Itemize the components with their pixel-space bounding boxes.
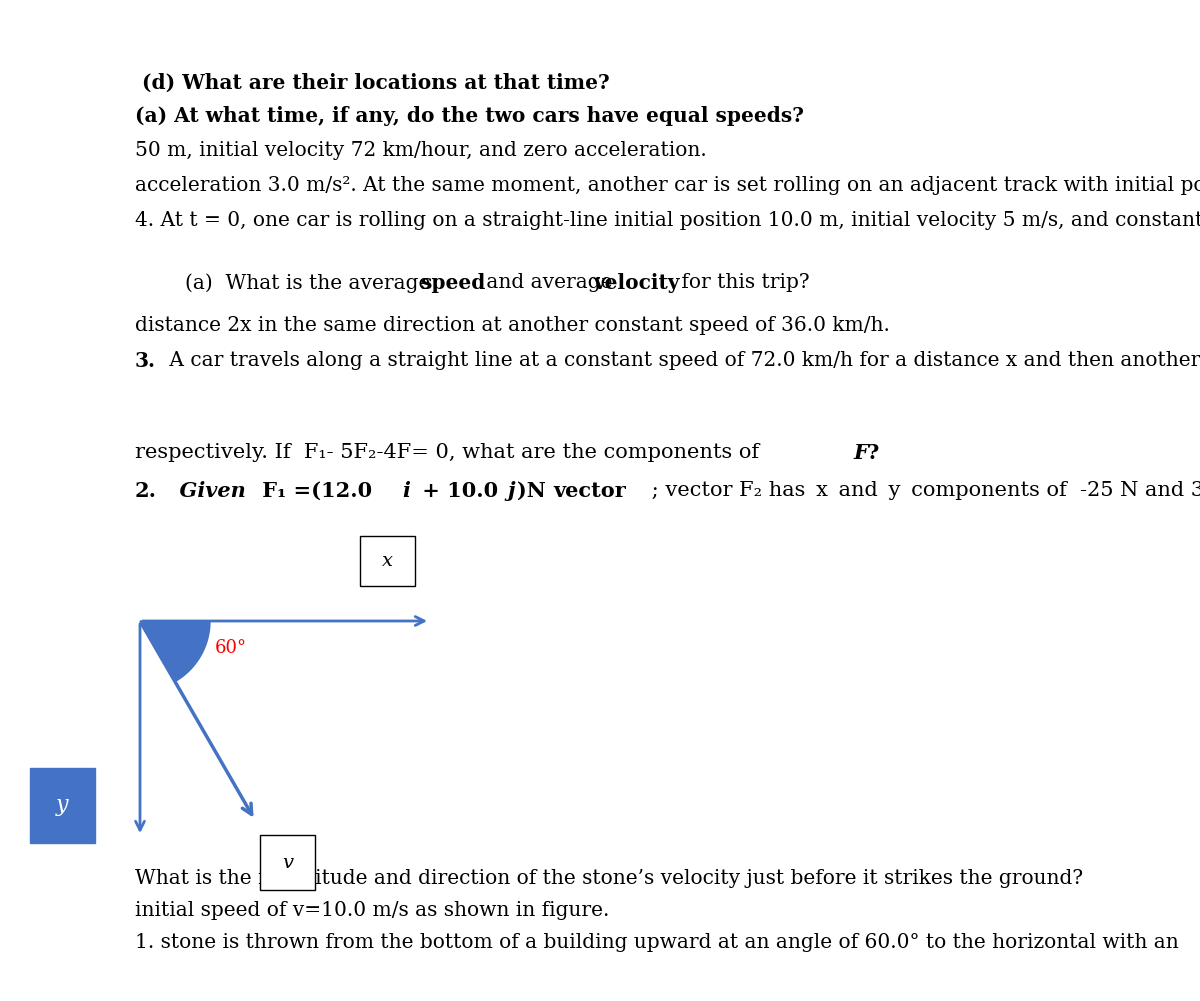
FancyBboxPatch shape (260, 835, 314, 890)
Text: ?: ? (866, 443, 880, 463)
Text: 2.: 2. (134, 481, 157, 500)
Text: respectively. If  F₁- 5F₂-4F= 0, what are the components of: respectively. If F₁- 5F₂-4F= 0, what are… (134, 443, 766, 462)
Text: initial speed of v=10.0 m/s as shown in figure.: initial speed of v=10.0 m/s as shown in … (134, 901, 610, 920)
Text: (a) At what time, if any, do the two cars have equal speeds?: (a) At what time, if any, do the two car… (134, 106, 804, 126)
Text: 50 m, initial velocity 72 km/hour, and zero acceleration.: 50 m, initial velocity 72 km/hour, and z… (134, 141, 707, 160)
Text: A car travels along a straight line at a constant speed of 72.0 km/h for a dista: A car travels along a straight line at a… (163, 351, 1200, 370)
Text: acceleration 3.0 m/s². At the same moment, another car is set rolling on an adja: acceleration 3.0 m/s². At the same momen… (134, 176, 1200, 195)
FancyBboxPatch shape (30, 768, 95, 843)
Text: x: x (382, 552, 394, 570)
Text: for this trip?: for this trip? (674, 273, 810, 292)
Text: 60°: 60° (215, 639, 247, 657)
Text: y: y (56, 795, 68, 817)
Text: 4. At t = 0, one car is rolling on a straight-line initial position 10.0 m, init: 4. At t = 0, one car is rolling on a str… (134, 211, 1200, 230)
Text: i: i (402, 481, 410, 500)
Text: velocity: velocity (593, 273, 679, 293)
Text: F₁ =(12.0: F₁ =(12.0 (256, 481, 379, 500)
Text: 3.: 3. (134, 351, 156, 371)
Text: )N: )N (517, 481, 553, 500)
Text: ; vector F₂ has  x  and  y  components of  -25 N and 30 N: ; vector F₂ has x and y components of -2… (646, 481, 1200, 500)
Text: vector: vector (553, 481, 625, 500)
Text: v: v (282, 854, 293, 872)
Text: (a)  What is the average: (a) What is the average (185, 273, 437, 292)
Polygon shape (140, 621, 210, 682)
Text: j: j (508, 481, 515, 500)
FancyBboxPatch shape (360, 536, 415, 586)
Text: distance 2x in the same direction at another constant speed of 36.0 km/h.: distance 2x in the same direction at ano… (134, 316, 890, 335)
Text: What is the magnitude and direction of the stone’s velocity just before it strik: What is the magnitude and direction of t… (134, 869, 1084, 888)
Text: Given: Given (166, 481, 246, 500)
Text: and average: and average (480, 273, 619, 292)
Text: F: F (853, 443, 868, 463)
Text: + 10.0: + 10.0 (415, 481, 505, 500)
Text: speed: speed (420, 273, 485, 293)
Text: (d) What are their locations at that time?: (d) What are their locations at that tim… (134, 73, 610, 93)
Text: 1. stone is thrown from the bottom of a building upward at an angle of 60.0° to : 1. stone is thrown from the bottom of a … (134, 933, 1178, 952)
